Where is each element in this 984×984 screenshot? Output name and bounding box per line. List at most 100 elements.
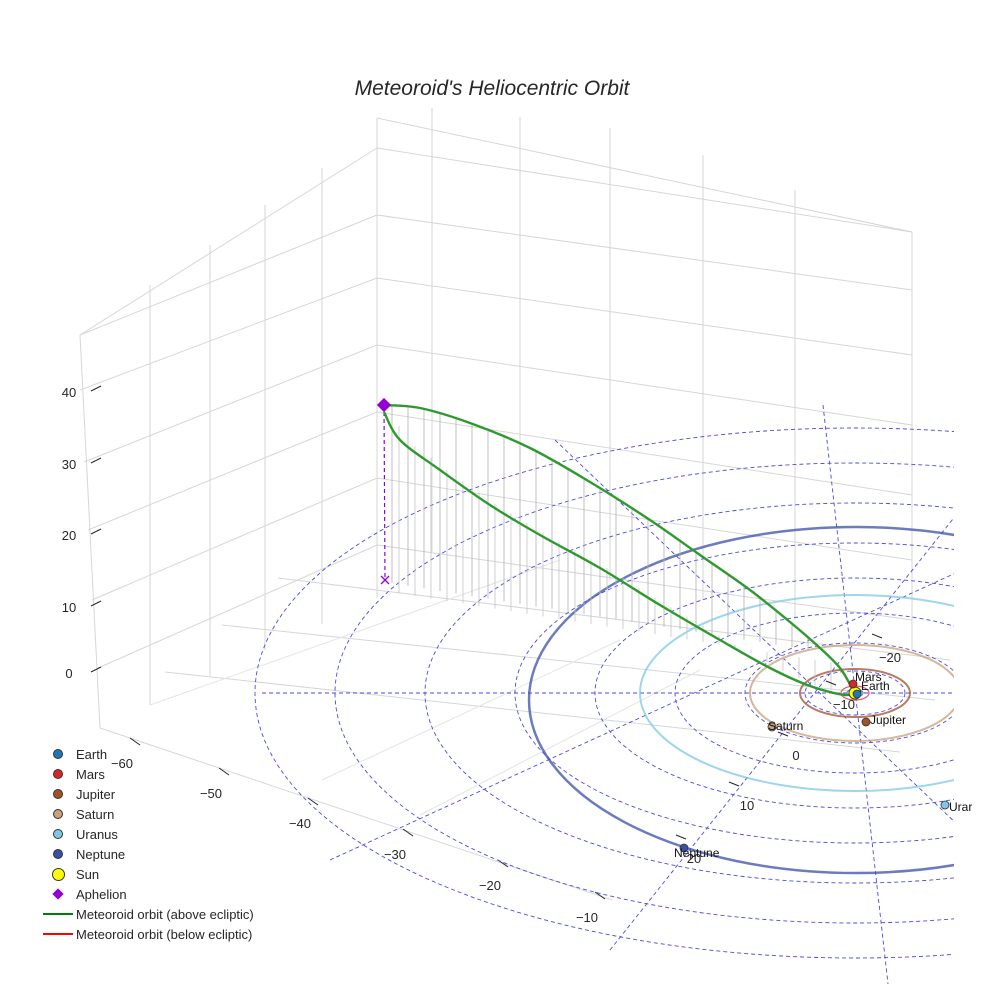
legend-label: Earth [76, 746, 108, 762]
x-tick-mark [594, 891, 606, 900]
legend-label: Neptune [76, 846, 126, 862]
planet-marker-uranus [940, 800, 950, 810]
floor-grid-line [164, 671, 901, 753]
z-tick-label: 30 [62, 457, 76, 472]
z-tick-mark [90, 457, 102, 464]
y-tick-label: 0 [792, 748, 799, 763]
legend-symbol [40, 784, 76, 804]
z-tick-label: 20 [62, 528, 76, 543]
x-tick-label: −20 [479, 878, 501, 893]
pane-grid-line [91, 477, 913, 601]
y-tick-label: −10 [833, 697, 855, 712]
legend-item: Mars [40, 764, 254, 784]
legend-label: Sun [76, 866, 100, 882]
pane-grid-line [79, 277, 913, 391]
planet-label-mars: Mars [855, 670, 882, 684]
legend-item: Meteoroid orbit (below ecliptic) [40, 924, 254, 944]
y-tick-mark [675, 834, 687, 840]
pane-grid-line [79, 334, 101, 729]
planet-label-jupiter: Jupiter [870, 713, 906, 727]
z-tick-mark [90, 600, 102, 607]
pane-grid-line [83, 344, 913, 463]
meteoroid-drop-lines [391, 405, 832, 690]
x-tick-label: −50 [200, 786, 222, 801]
x-tick-mark [307, 797, 319, 806]
ecliptic-ring [254, 427, 954, 959]
x-mark-stroke [380, 575, 390, 585]
planet-orbit-uranus [639, 594, 954, 792]
floor-grid-line [149, 559, 561, 706]
z-tick-label: 0 [65, 666, 72, 681]
legend-label: Jupiter [76, 786, 116, 802]
legend-symbol [40, 904, 76, 924]
planet-orbits [527, 525, 954, 875]
legend-label: Meteoroid orbit (below ecliptic) [76, 926, 253, 942]
z-tick-label: 10 [62, 600, 76, 615]
z-tick-mark [90, 528, 102, 535]
legend-label: Mars [76, 766, 105, 782]
ecliptic-spoke [822, 404, 889, 984]
legend-label: Uranus [76, 826, 118, 842]
y-tick-label: −20 [879, 650, 901, 665]
legend-item: Sun [40, 864, 254, 884]
x-tick-labels: −60 −50 −40 −30 −20 −10 [111, 737, 606, 925]
legend-symbol [40, 864, 76, 884]
meteoroid-orbit [376, 397, 854, 697]
legend-symbol [40, 844, 76, 864]
x-tick-label: −40 [289, 816, 311, 831]
legend-label: Saturn [76, 806, 115, 822]
z-tick-labels: 0 10 20 30 40 [62, 385, 102, 681]
y-tick-mark [777, 731, 789, 737]
aphelion-marker [376, 397, 392, 413]
x-tick-label: −60 [111, 756, 133, 771]
planet-label-uranus: Urar [949, 800, 972, 814]
aphelion-drop-line [383, 404, 386, 581]
planet-marker-mars [848, 679, 858, 689]
legend-symbol [40, 924, 76, 944]
ecliptic-ring [334, 462, 954, 924]
planet-orbit-neptune [527, 525, 954, 875]
y-tick-labels: −20 −10 0 10 20 [675, 633, 901, 866]
x-tick-label: −10 [576, 910, 598, 925]
planet-marker-earth [852, 689, 862, 699]
axis-panes [79, 108, 951, 901]
pane-grid-line [79, 214, 913, 336]
ecliptic-grid [254, 404, 954, 984]
legend-label: Aphelion [76, 886, 127, 902]
legend-item: Neptune [40, 844, 254, 864]
ecliptic-spoke [554, 439, 954, 822]
planet-label-neptune: Neptune [674, 846, 720, 860]
y-tick-mark [871, 633, 883, 639]
y-tick-label: 20 [687, 851, 701, 866]
y-tick-mark [825, 680, 837, 686]
pane-edge [376, 117, 913, 233]
legend-symbol [40, 764, 76, 784]
meteoroid-orbit-upper [383, 403, 854, 689]
floor-grid-line [221, 624, 936, 701]
legend-item: Uranus [40, 824, 254, 844]
ecliptic-spoke [609, 516, 954, 951]
planet-marker-jupiter [861, 717, 871, 727]
floor-grid-line [419, 669, 701, 816]
legend-item: Meteoroid orbit (above ecliptic) [40, 904, 254, 924]
x-tick-label: −30 [384, 847, 406, 862]
z-tick-mark [90, 385, 102, 392]
pane-grid-line [87, 411, 913, 531]
pane-grid-line [79, 147, 913, 336]
legend-item: Saturn [40, 804, 254, 824]
z-tick-label: 40 [62, 385, 76, 400]
ecliptic-ring [804, 670, 906, 716]
y-tick-label: 10 [740, 798, 754, 813]
ecliptic-spoke [329, 573, 954, 861]
legend-symbol [40, 744, 76, 764]
legend-item: Aphelion [40, 884, 254, 904]
legend-symbol [40, 804, 76, 824]
legend: Earth Mars Jupiter Saturn Uranus Neptune Sun Ap… [40, 744, 254, 944]
legend-item: Earth [40, 744, 254, 764]
planet-orbit-saturn [749, 644, 954, 742]
legend-symbol [40, 824, 76, 844]
meteoroid-orbit-lower [382, 411, 853, 697]
chart-title: Meteoroid's Heliocentric Orbit [355, 77, 631, 100]
